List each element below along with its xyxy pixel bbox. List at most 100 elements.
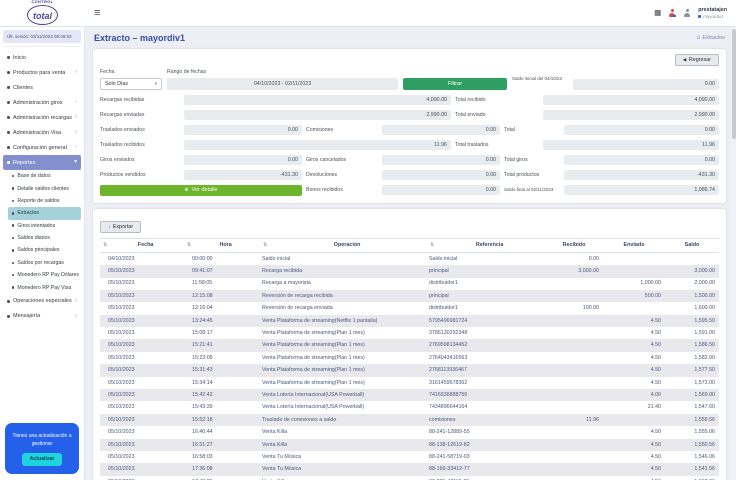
sidebar-subitem-base-datos[interactable]: Base de datos [8,170,81,182]
promo-button[interactable]: Actualizar [21,452,63,466]
cell-referencia: Saldo inicial [429,255,458,262]
cell-recibido [545,355,603,362]
cell-fecha: 04/10/2023 [108,255,135,262]
cell-operacion: Venta Plataforma de streaming(Netflix 1 … [262,317,378,324]
total-enviado-label: Total enviado [455,111,486,118]
summary-row: Giros enviados 0.00 Giros cancelados 0.0… [100,154,719,165]
total-value: 0.00 [564,124,719,135]
sort-icon[interactable]: ⇅ [187,241,192,248]
cell-saldo: 1,546.06 [694,453,715,460]
cell-enviado: 4.50 [650,367,661,374]
sidebar: Últ. sesión: 03/11/2023 08:49:53 Inicio … [0,27,85,480]
sidebar-subitem-monedero-visa[interactable]: Monedero RP Pay Visa [8,281,81,293]
filter-button[interactable]: Filtrar [403,77,507,90]
user-avatar-icon[interactable] [683,8,691,17]
sidebar-item-productos[interactable]: Productos para venta › [3,65,81,80]
column-header-fecha[interactable]: ⇅ Fecha [103,241,154,249]
cell-saldo: 1,600.00 [694,305,715,312]
total-giros-value: 0.00 [564,154,719,165]
bullet-icon [12,212,15,215]
sidebar-subitem-extractos[interactable]: Extractos [8,207,81,220]
sort-icon[interactable]: ⇅ [103,241,108,248]
menu-toggle-icon[interactable]: ≡ [94,6,101,19]
breadcrumb[interactable]: ⌂ Extractos [696,33,725,41]
cell-fecha: 05/10/2023 [108,367,135,374]
cell-hora: 15:43:39 [192,404,213,411]
cell-referencia: 5795496981724 [429,317,468,324]
cell-fecha: 05/10/2023 [108,466,135,473]
sidebar-subitem-saldos-recargas[interactable]: Saldos por recargas [8,257,81,269]
column-header-enviado: Enviado [623,242,645,249]
sort-icon[interactable]: ⇅ [430,241,435,248]
cell-operacion: Venta Plataforma de streaming(Plan 1 mes… [262,367,365,374]
sidebar-item-configuracion[interactable]: Configuración general › [3,140,81,155]
sidebar-subitem-monedero-dolares[interactable]: Monedero RP Pay Dólares [8,269,81,281]
cell-referencia: 2764043416563 [429,354,468,361]
column-header-saldo: Saldo [684,242,700,249]
chevron-down-icon: ▾ [74,158,77,165]
sidebar-item-clientes[interactable]: Clientes [3,80,81,95]
sidebar-item-reportes[interactable]: Reportes ▾ [3,155,81,170]
table-row: 05/10/2023 17:36:08 Venta Tu Música 88-1… [100,463,719,476]
cell-enviado: 1,000.00 [640,280,661,287]
sidebar-item-inicio[interactable]: Inicio [3,50,81,65]
sidebar-item-admin-recargas[interactable]: Administración recargas › [3,110,81,125]
date-range-input[interactable]: 04/10/2023 - 02/11/2023 [167,77,398,90]
column-header-operacion[interactable]: ⇅ Operación [263,241,361,249]
cell-enviado: 4.50 [650,354,661,361]
app-logo[interactable]: CONTROL total [0,0,85,26]
sidebar-subitem-saldos-diarios[interactable]: Saldos diarios [8,232,81,244]
sidebar-item-mensajeria[interactable]: Mensajería › [3,309,81,324]
promo-text: Tienes una actualización a gestionar [12,432,72,447]
cell-fecha: 05/10/2023 [108,329,135,336]
cell-referencia: comisiones [429,416,456,423]
bullet-icon [12,261,15,264]
cell-saldo: 1,573.00 [694,379,715,386]
sidebar-item-admin-visa[interactable]: Administración Visa › [3,125,81,140]
cell-fecha: 05/10/2023 [100,479,184,480]
cell-enviado: 4.50 [650,379,661,386]
table-row: 05/10/2023 11:58:05 Recarga a mayorista … [100,278,719,290]
sidebar-subitem-giros-intentados[interactable]: Giros intentados [8,220,81,232]
sidebar-item-admin-giros[interactable]: Administración giros › [3,95,81,110]
page-scrollbar[interactable] [731,27,736,480]
summary-row: ⊕ Ver detalle Bonos recibidos 0.00 Saldo … [100,184,719,196]
chevron-right-icon: › [75,297,77,304]
detail-button[interactable]: ⊕ Ver detalle [100,184,302,196]
cell-recibido [545,367,603,374]
cell-enviado [603,256,665,263]
user-menu[interactable]: prestatajen mayordiv1 [698,7,727,19]
cell-operacion: Venta Plataforma de streaming(Plan 1 mes… [262,354,365,361]
chevron-right-icon: › [75,312,77,319]
traslados-recibidos-value: 11.96 [184,139,451,150]
table-row: 05/10/2023 15:21:41 Venta Plataforma de … [100,339,719,352]
table-row: 05/10/2023 15:43:39 Venta Lotería Intern… [100,401,719,413]
table-row: 05/10/2023 15:23:05 Venta Plataforma de … [100,352,719,364]
summary-row: Traslados enviados 0.00 Comisiones 0.00 … [100,124,719,135]
cell-recibido [545,466,603,473]
sort-icon[interactable]: ⇅ [263,241,268,248]
main-content: Extracto – mayordiv1 ⌂ Extractos ◀ Regresa… [85,27,736,480]
user-alert-icon[interactable] [668,8,677,17]
cell-enviado: 21.40 [647,404,661,411]
cell-referencia: distribuidor1 [429,305,458,312]
cell-saldo: 3,000.00 [694,268,715,275]
back-button[interactable]: ◀ Regresar [674,54,719,66]
export-button[interactable]: ↓ Exportar [100,220,142,233]
summary-row: Recargas enviadas 2,990.00 Total enviado… [100,109,719,120]
sidebar-subitem-detalle-saldos[interactable]: Detalle saldos clientes [8,182,81,194]
column-header-referencia[interactable]: ⇅ Referencia [430,241,504,249]
column-header-recibido: Recibido [562,242,586,249]
sidebar-subitem-reporte-saldos[interactable]: Reporte de saldos [8,195,81,207]
apps-grid-icon[interactable]: ▦ [654,8,662,18]
table-row: 05/10/2023 16:58:03 Venta Tu Música 88-2… [100,451,719,463]
cell-enviado: 4.50 [650,441,661,448]
cell-referencia: 2768113936467 [429,367,467,374]
scrollbar-thumb[interactable] [731,29,736,139]
cell-enviado: 4.50 [650,329,661,336]
column-header-hora[interactable]: ⇅ Hora [187,241,232,249]
sidebar-subitem-saldos-principales[interactable]: Saldos principales [8,244,81,256]
fecha-select[interactable]: Solo Días ▾ [100,77,162,90]
sidebar-item-operaciones[interactable]: Operaciones especiales › [3,294,81,309]
